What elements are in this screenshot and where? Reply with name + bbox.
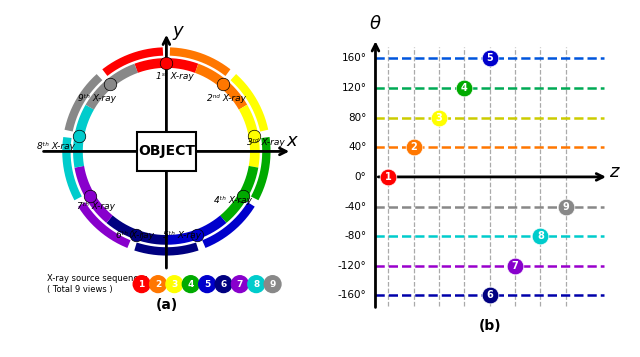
Text: $\mathit{x}$: $\mathit{x}$	[286, 132, 299, 150]
Text: 9: 9	[269, 280, 276, 289]
Text: -80°: -80°	[344, 231, 367, 241]
Text: 0°: 0°	[355, 172, 367, 182]
Text: 6: 6	[486, 290, 493, 300]
Text: 6: 6	[220, 280, 227, 289]
Text: 5: 5	[204, 280, 210, 289]
Circle shape	[198, 276, 216, 292]
Text: 1: 1	[385, 172, 392, 182]
Text: 2: 2	[155, 280, 161, 289]
Text: X-ray source sequences
( Total 9 views ): X-ray source sequences ( Total 9 views )	[47, 275, 148, 294]
Text: $\mathit{y}$: $\mathit{y}$	[172, 24, 185, 42]
Text: 3ʳᵈ X-ray: 3ʳᵈ X-ray	[246, 138, 284, 147]
Text: 2ⁿᵈ X-ray: 2ⁿᵈ X-ray	[207, 94, 246, 103]
Text: 1: 1	[138, 280, 145, 289]
Circle shape	[232, 276, 248, 292]
Text: 5ᵗʰ X-ray: 5ᵗʰ X-ray	[163, 231, 202, 240]
Text: 6ᵗʰ X-ray: 6ᵗʰ X-ray	[116, 231, 154, 240]
Circle shape	[133, 276, 150, 292]
Text: 3: 3	[172, 280, 177, 289]
Bar	[137, 132, 196, 171]
Text: 5: 5	[486, 54, 493, 64]
Text: -160°: -160°	[338, 290, 367, 300]
Text: -40°: -40°	[344, 202, 367, 212]
Text: 7ᵗʰ X-ray: 7ᵗʰ X-ray	[77, 202, 115, 211]
Text: $\mathit{\theta}$: $\mathit{\theta}$	[369, 15, 382, 32]
Text: OBJECT: OBJECT	[138, 145, 195, 159]
Text: 8: 8	[253, 280, 259, 289]
Text: 8: 8	[537, 231, 544, 241]
Text: 1ˢᵗ X-ray: 1ˢᵗ X-ray	[156, 72, 194, 81]
Text: 4: 4	[461, 83, 468, 93]
Circle shape	[264, 276, 281, 292]
Circle shape	[166, 276, 183, 292]
Text: 160°: 160°	[342, 54, 367, 64]
Text: 7: 7	[237, 280, 243, 289]
Text: 3: 3	[435, 113, 442, 123]
Text: -120°: -120°	[338, 261, 367, 271]
Text: 8ᵗʰ X-ray: 8ᵗʰ X-ray	[37, 142, 75, 151]
Text: 7: 7	[511, 261, 518, 271]
Text: 120°: 120°	[342, 83, 367, 93]
Circle shape	[215, 276, 232, 292]
Text: 4: 4	[188, 280, 194, 289]
Text: 9ᵗʰ X-ray: 9ᵗʰ X-ray	[78, 94, 116, 103]
Text: $\mathit{z}$: $\mathit{z}$	[609, 164, 621, 181]
Circle shape	[150, 276, 166, 292]
Text: 2: 2	[410, 142, 417, 152]
Text: (b): (b)	[478, 319, 501, 333]
Circle shape	[182, 276, 199, 292]
Text: 80°: 80°	[348, 113, 367, 123]
Text: 40°: 40°	[348, 142, 367, 152]
Text: (a): (a)	[156, 298, 177, 312]
Circle shape	[248, 276, 264, 292]
Text: 4ᵗʰ X-ray: 4ᵗʰ X-ray	[214, 196, 252, 205]
Text: 9: 9	[563, 202, 569, 212]
